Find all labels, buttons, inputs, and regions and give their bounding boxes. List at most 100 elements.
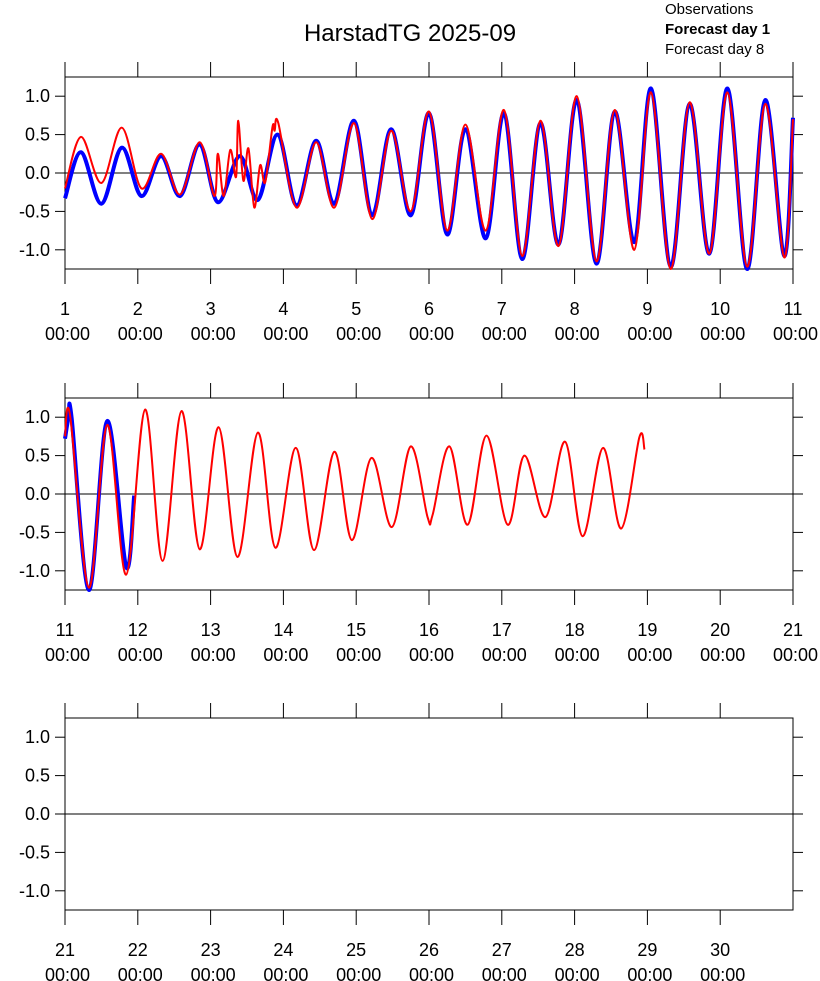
x-tick-label-line: 00:00 [695, 645, 745, 665]
x-tick-label: 29 00:00 [622, 940, 672, 981]
x-tick-label-line: 00:00 [258, 645, 308, 665]
x-tick-label: 17 00:00 [477, 620, 527, 665]
chart-title: HarstadTG 2025-09 [304, 20, 516, 47]
x-tick-label-line: 19 [637, 620, 657, 640]
x-tick-label-line: 00:00 [404, 324, 454, 344]
x-tick-label-line: 3 [206, 299, 216, 319]
y-tick-label: 1.0 [25, 86, 50, 106]
x-tick-label: 19 00:00 [622, 620, 672, 665]
x-tick-label-line: 17 [492, 620, 512, 640]
legend-entry: Forecast day 8 [665, 41, 764, 58]
x-tick-label-line: 27 [492, 940, 512, 960]
x-tick-label-line: 28 [565, 940, 585, 960]
x-tick-label: 6 00:00 [404, 299, 454, 344]
x-tick-label-line: 18 [565, 620, 585, 640]
x-tick-label: 23 00:00 [186, 940, 236, 981]
x-tick-label-line: 1 [60, 299, 70, 319]
x-tick-label-line: 00:00 [477, 965, 527, 981]
x-tick-label-line: 00:00 [768, 324, 818, 344]
x-tick-label-line: 00:00 [113, 965, 163, 981]
x-tick-label-line: 21 [55, 940, 75, 960]
y-tick-label: -0.5 [19, 201, 50, 221]
y-tick-label: -1.0 [19, 561, 50, 581]
y-tick-label: 0.5 [25, 446, 50, 466]
x-tick-label: 11 00:00 [768, 299, 818, 344]
y-tick-label: 1.0 [25, 407, 50, 427]
x-tick-label-line: 10 [710, 299, 730, 319]
x-tick-label-line: 00:00 [331, 645, 381, 665]
x-tick-label-line: 00:00 [404, 645, 454, 665]
series-line [64, 91, 794, 271]
x-tick-label: 22 00:00 [113, 940, 163, 981]
x-tick-label: 12 00:00 [113, 620, 163, 665]
x-tick-label-line: 00:00 [622, 965, 672, 981]
x-tick-label: 10 00:00 [695, 299, 745, 344]
x-tick-label: 5 00:00 [331, 299, 381, 344]
x-tick-label-line: 00:00 [695, 324, 745, 344]
x-tick-label-line: 6 [424, 299, 434, 319]
x-tick-label-line: 23 [201, 940, 221, 960]
x-tick-label: 28 00:00 [550, 940, 600, 981]
y-tick-label: 0.0 [25, 163, 50, 183]
y-tick-label: -1.0 [19, 881, 50, 901]
y-tick-label: 1.0 [25, 727, 50, 747]
x-tick-label-line: 00:00 [258, 324, 308, 344]
x-tick-label: 7 00:00 [477, 299, 527, 344]
x-tick-label: 4 00:00 [258, 299, 308, 344]
x-tick-label-line: 8 [570, 299, 580, 319]
x-tick-label: 27 00:00 [477, 940, 527, 981]
x-tick-label-line: 4 [278, 299, 288, 319]
x-tick-label: 2 00:00 [113, 299, 163, 344]
x-tick-label: 24 00:00 [258, 940, 308, 981]
x-tick-label-line: 00:00 [768, 645, 818, 665]
x-tick-label-line: 00:00 [331, 324, 381, 344]
x-tick-label-line: 00:00 [113, 324, 163, 344]
x-tick-label: 21 00:00 [768, 620, 818, 665]
x-tick-label-line: 22 [128, 940, 148, 960]
x-tick-label-line: 00:00 [550, 645, 600, 665]
x-tick-label: 25 00:00 [331, 940, 381, 981]
series-line [64, 406, 646, 589]
x-tick-label-line: 7 [497, 299, 507, 319]
y-tick-label: -0.5 [19, 842, 50, 862]
x-tick-label-line: 26 [419, 940, 439, 960]
x-tick-label-line: 00:00 [477, 324, 527, 344]
x-tick-label: 13 00:00 [186, 620, 236, 665]
x-tick-label-line: 00:00 [550, 965, 600, 981]
x-tick-label-line: 24 [273, 940, 293, 960]
x-tick-label: 26 00:00 [404, 940, 454, 981]
x-tick-label-line: 00:00 [186, 645, 236, 665]
x-tick-label-line: 15 [346, 620, 366, 640]
x-tick-label: 11 00:00 [40, 620, 90, 665]
x-tick-label-line: 00:00 [40, 324, 90, 344]
x-tick-label-line: 00:00 [40, 965, 90, 981]
x-tick-label-line: 11 [56, 620, 75, 640]
x-tick-label-line: 00:00 [258, 965, 308, 981]
x-tick-label-line: 00:00 [695, 965, 745, 981]
x-tick-label-line: 00:00 [113, 645, 163, 665]
x-tick-label-line: 2 [133, 299, 143, 319]
x-tick-label-line: 00:00 [331, 965, 381, 981]
legend-entry: Observations [665, 1, 753, 18]
y-tick-label: 0.5 [25, 766, 50, 786]
y-tick-label: -1.0 [19, 240, 50, 260]
x-tick-label: 20 00:00 [695, 620, 745, 665]
x-tick-label-line: 00:00 [186, 965, 236, 981]
x-tick-label: 14 00:00 [258, 620, 308, 665]
x-tick-label: 21 00:00 [40, 940, 90, 981]
x-tick-label: 18 00:00 [550, 620, 600, 665]
x-tick-label-line: 00:00 [622, 324, 672, 344]
x-tick-label-line: 16 [419, 620, 439, 640]
x-tick-label: 3 00:00 [186, 299, 236, 344]
x-tick-label-line: 30 [710, 940, 730, 960]
x-tick-label: 16 00:00 [404, 620, 454, 665]
x-tick-label-line: 25 [346, 940, 366, 960]
y-tick-label: 0.0 [25, 804, 50, 824]
x-tick-label: 1 00:00 [40, 299, 90, 344]
series-line [63, 86, 795, 272]
x-tick-label-line: 9 [642, 299, 652, 319]
y-tick-label: -0.5 [19, 522, 50, 542]
y-tick-label: 0.0 [25, 484, 50, 504]
x-tick-label-line: 21 [783, 620, 803, 640]
